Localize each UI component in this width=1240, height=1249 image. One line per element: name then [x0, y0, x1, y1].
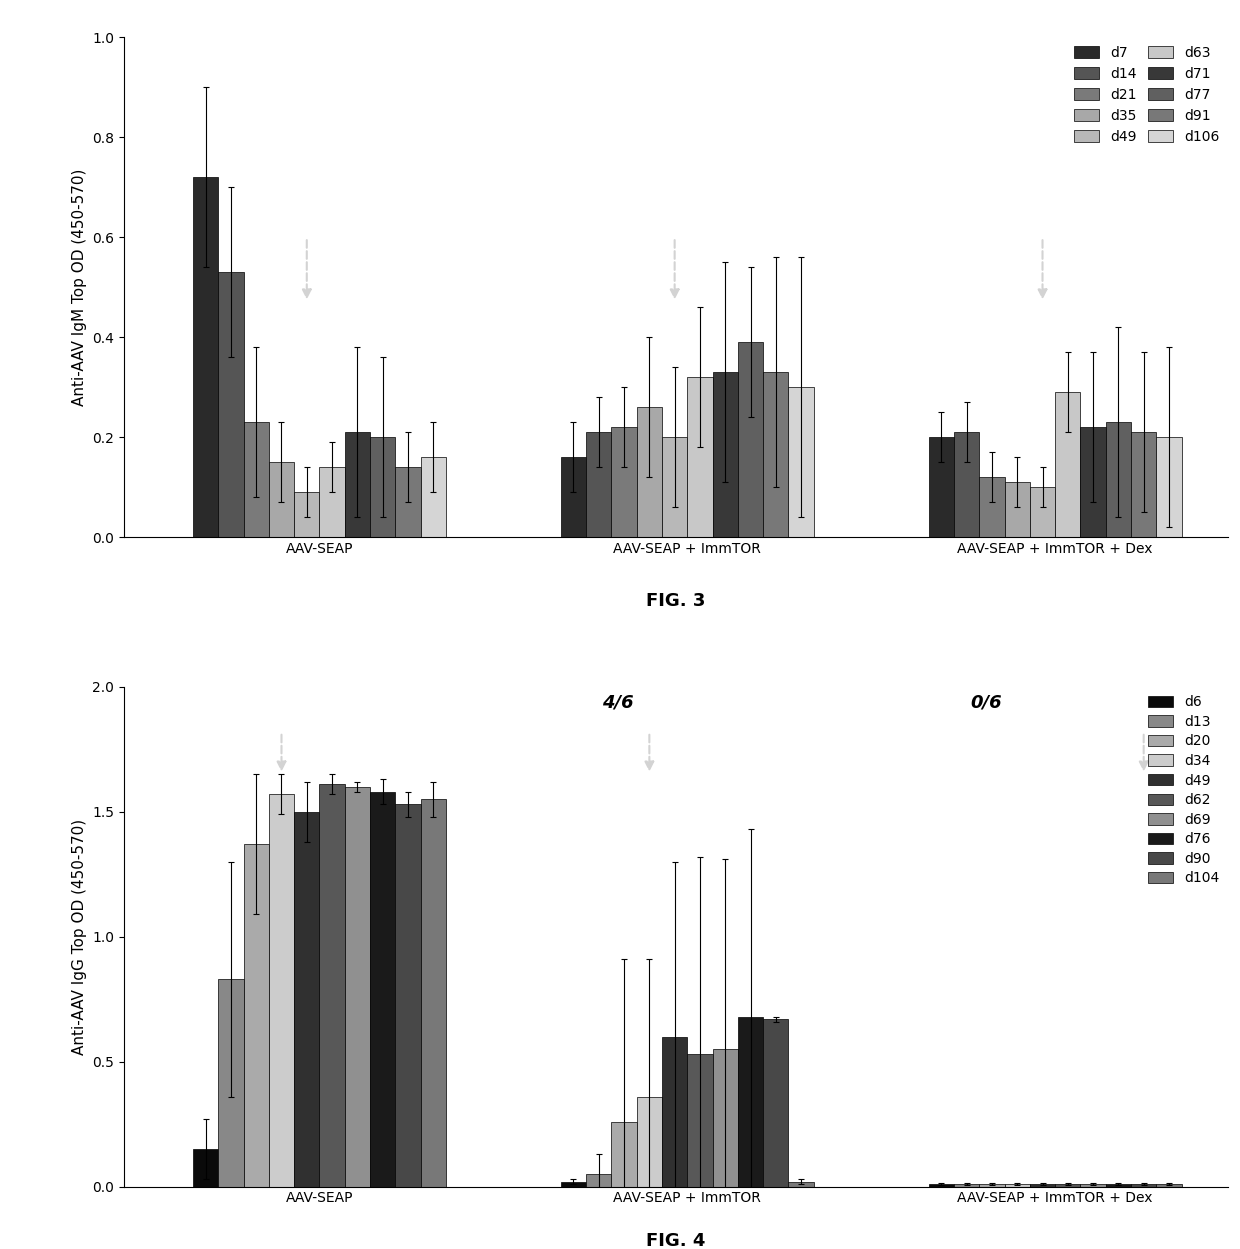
Bar — [929, 1184, 954, 1187]
Text: 0/6: 0/6 — [971, 694, 1002, 712]
Bar — [320, 784, 345, 1187]
Bar — [1080, 1184, 1106, 1187]
Bar — [243, 844, 269, 1187]
Bar — [763, 1019, 789, 1187]
Bar — [345, 432, 370, 537]
Bar — [662, 437, 687, 537]
Bar — [193, 1149, 218, 1187]
Bar — [1131, 1184, 1157, 1187]
Bar — [193, 177, 218, 537]
Bar — [789, 387, 813, 537]
Bar — [662, 1037, 687, 1187]
Bar — [269, 462, 294, 537]
Bar — [370, 792, 396, 1187]
Legend: d7, d14, d21, d35, d49, d63, d71, d77, d91, d106: d7, d14, d21, d35, d49, d63, d71, d77, d… — [1069, 40, 1225, 149]
Bar — [320, 467, 345, 537]
Bar — [687, 377, 713, 537]
Bar — [396, 804, 420, 1187]
Bar — [1157, 437, 1182, 537]
Bar — [738, 1017, 763, 1187]
Bar — [218, 272, 243, 537]
Bar — [1157, 1184, 1182, 1187]
Bar — [954, 432, 980, 537]
Bar — [713, 1049, 738, 1187]
Bar — [420, 799, 446, 1187]
Text: FIG. 4: FIG. 4 — [646, 1232, 706, 1249]
Bar — [636, 407, 662, 537]
Bar — [929, 437, 954, 537]
Bar — [954, 1184, 980, 1187]
Bar — [243, 422, 269, 537]
Bar — [738, 342, 763, 537]
Bar — [713, 372, 738, 537]
Bar — [420, 457, 446, 537]
Bar — [1030, 487, 1055, 537]
Legend: d6, d13, d20, d34, d49, d62, d69, d76, d90, d104: d6, d13, d20, d34, d49, d62, d69, d76, d… — [1142, 689, 1225, 891]
Bar — [587, 432, 611, 537]
Bar — [396, 467, 420, 537]
Bar — [1055, 392, 1080, 537]
Bar — [1055, 1184, 1080, 1187]
Bar — [1131, 432, 1157, 537]
Bar — [1080, 427, 1106, 537]
Bar — [789, 1182, 813, 1187]
Bar — [345, 787, 370, 1187]
Bar — [560, 1182, 587, 1187]
Bar — [1106, 422, 1131, 537]
Bar — [370, 437, 396, 537]
Bar — [687, 1054, 713, 1187]
Bar — [611, 1122, 636, 1187]
Bar — [980, 477, 1004, 537]
Bar — [294, 812, 320, 1187]
Text: FIG. 3: FIG. 3 — [646, 592, 706, 610]
Bar — [1030, 1184, 1055, 1187]
Text: 4/6: 4/6 — [603, 694, 634, 712]
Bar — [1004, 482, 1030, 537]
Bar — [560, 457, 587, 537]
Bar — [636, 1097, 662, 1187]
Bar — [611, 427, 636, 537]
Bar — [294, 492, 320, 537]
Bar — [218, 979, 243, 1187]
Y-axis label: Anti-AAV IgG Top OD (450-570): Anti-AAV IgG Top OD (450-570) — [72, 818, 87, 1055]
Bar — [1004, 1184, 1030, 1187]
Bar — [587, 1174, 611, 1187]
Y-axis label: Anti-AAV IgM Top OD (450-570): Anti-AAV IgM Top OD (450-570) — [72, 169, 87, 406]
Bar — [980, 1184, 1004, 1187]
Bar — [269, 794, 294, 1187]
Bar — [763, 372, 789, 537]
Bar — [1106, 1184, 1131, 1187]
